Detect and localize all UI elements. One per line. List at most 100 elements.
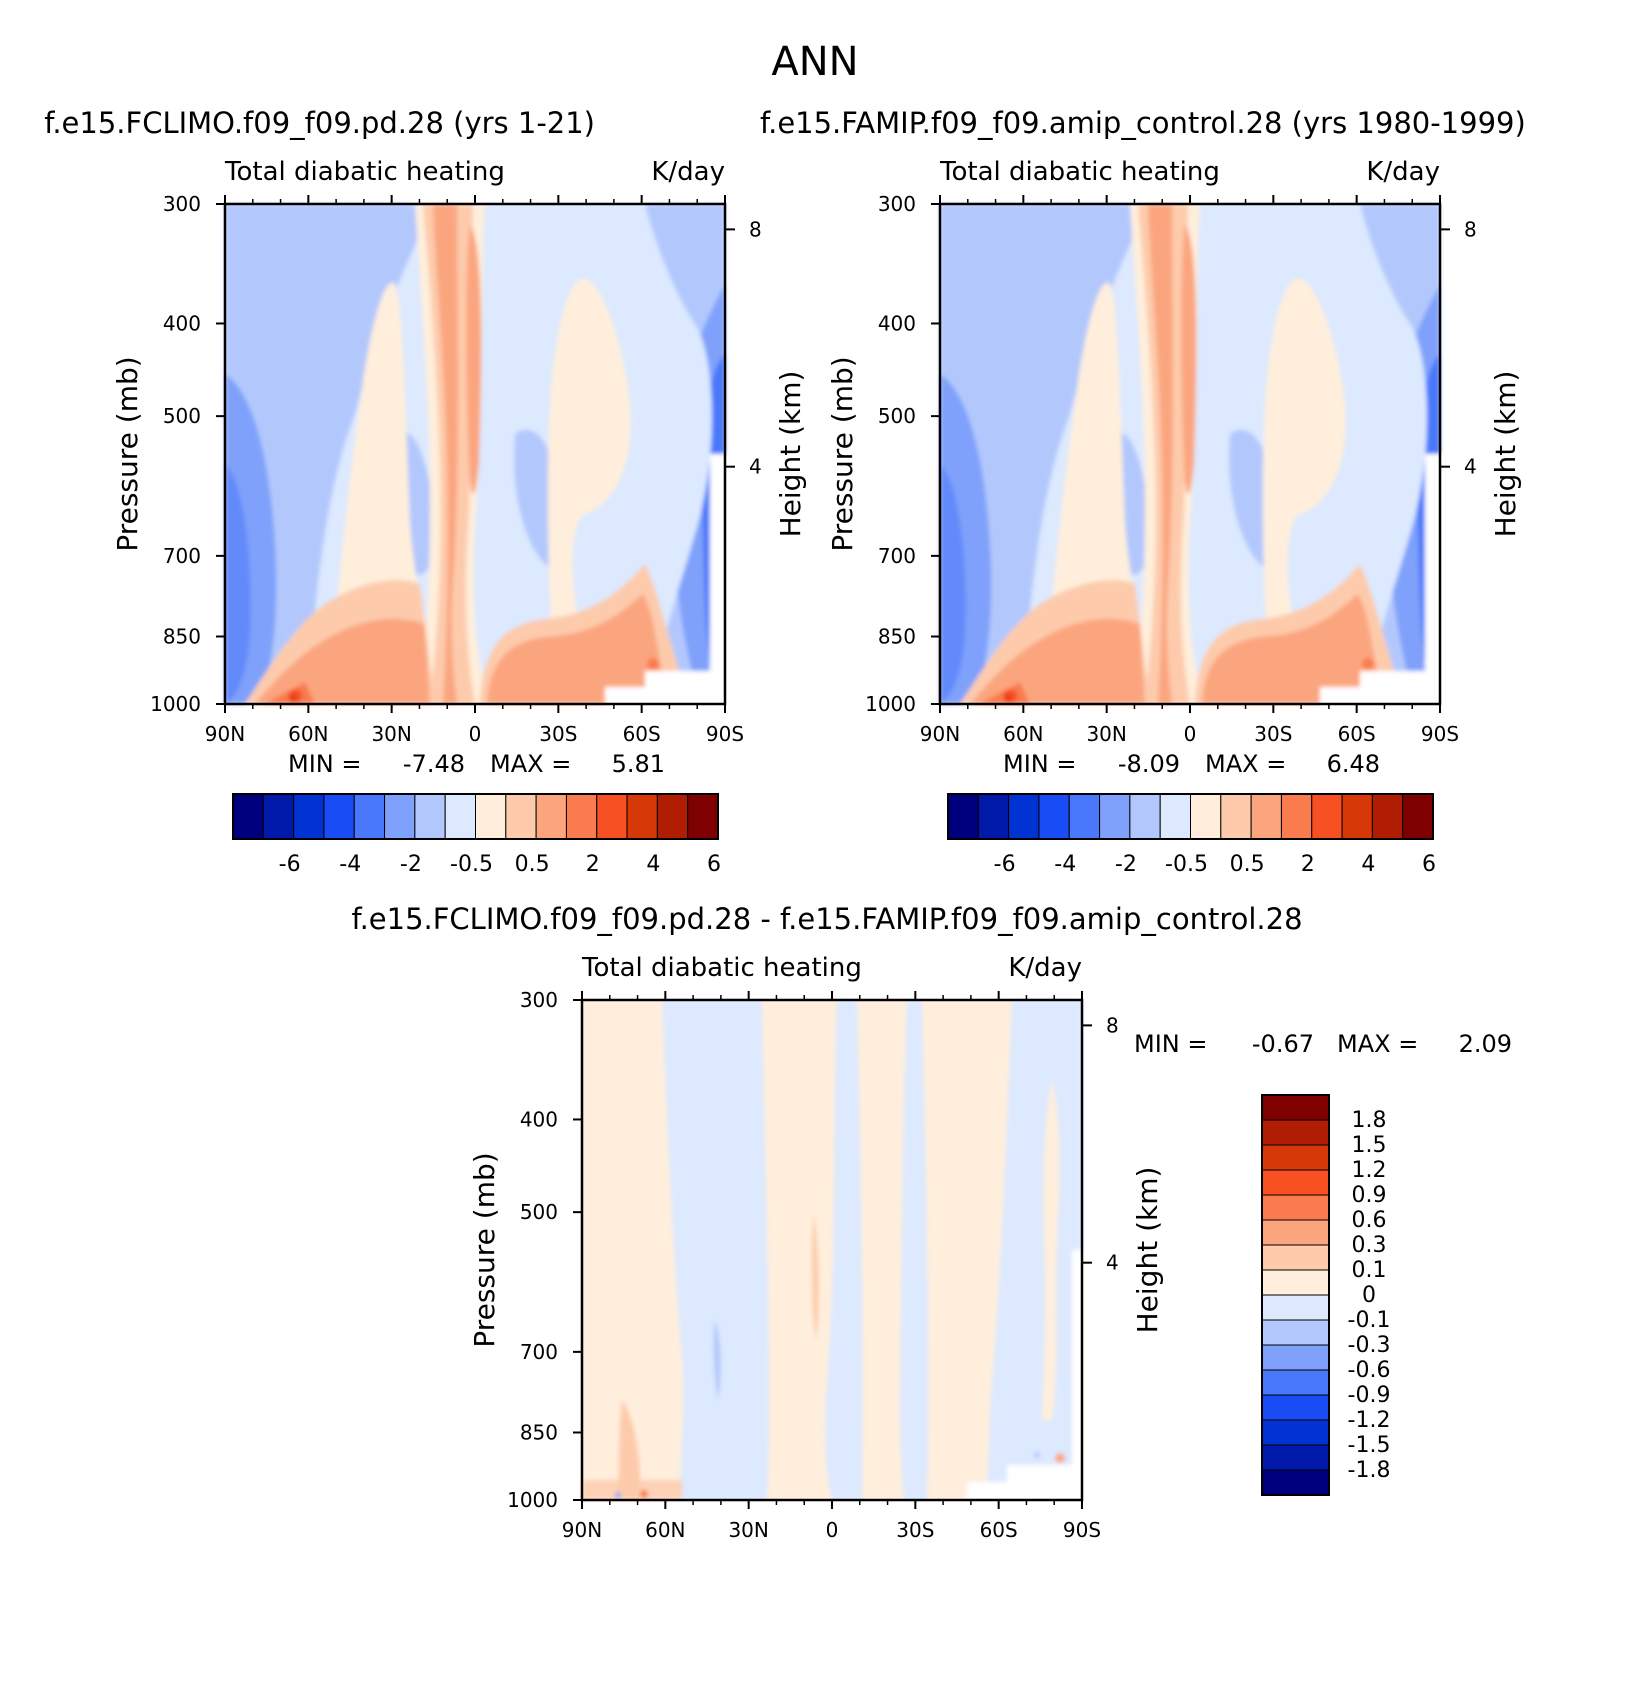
x-tick-label: 60S (1338, 722, 1376, 746)
colorbar-swatch (1159, 793, 1191, 840)
y-tick-label: 1000 (507, 1488, 558, 1512)
panel-1-case-title: f.e15.FCLIMO.f09_f09.pd.28 (yrs 1-21) (44, 106, 595, 140)
colorbar-label: -1.5 (1348, 1433, 1391, 1458)
colorbar-swatch (535, 793, 567, 840)
x-tick-label: 90S (1421, 722, 1459, 746)
colorbar-swatch (1311, 793, 1343, 840)
colorbar-swatch (1261, 1244, 1330, 1271)
y-tick-label: 500 (163, 404, 201, 428)
colorbar-swatch (1220, 793, 1252, 840)
colorbar-swatch (1261, 1394, 1330, 1421)
y-tick-label: 500 (878, 404, 916, 428)
colorbar-swatch (1261, 1194, 1330, 1221)
x-tick-label: 0 (469, 722, 482, 746)
colorbar-swatch (323, 793, 355, 840)
colorbar-label: -0.9 (1348, 1383, 1391, 1408)
colorbar-label: 4 (646, 852, 660, 877)
x-tick-label: 0 (826, 1518, 839, 1542)
panel-2-field (940, 204, 1440, 704)
colorbar-label: 2 (586, 852, 600, 877)
x-tick-label: 30N (371, 722, 411, 746)
colorbar-swatch (626, 793, 658, 840)
colorbar-label: -0.5 (450, 852, 493, 877)
height-tick-label: 8 (1464, 217, 1477, 241)
colorbar-swatch (1068, 793, 1101, 840)
panel-3-max-value: 2.09 (1459, 1030, 1512, 1058)
panel-2-colorbar: -6 -4 -2 -0.5 0.5 2 4 6 (947, 793, 1436, 877)
panel-3-min-value: -0.67 (1252, 1030, 1314, 1058)
x-tick-label: 90S (706, 722, 744, 746)
colorbar-swatch (687, 793, 719, 840)
panel-1-variable-label: Total diabatic heating (224, 157, 505, 187)
panel-1-ylabel-right: Height (km) (774, 371, 807, 538)
panel-3-case-title: f.e15.FCLIMO.f09_f09.pd.28 - f.e15.FAMIP… (351, 902, 1302, 936)
colorbar-label: 0.5 (1230, 852, 1265, 877)
x-tick-label: 60S (623, 722, 661, 746)
panel-2-max-label: MAX = (1205, 750, 1286, 778)
panel-3-max-label: MAX = (1337, 1030, 1418, 1058)
colorbar-swatch (1341, 793, 1373, 840)
colorbar-swatch (414, 793, 446, 840)
panel-3-ticks: 90N 60N 30N 0 30S 60S 90S 300 400 500 700 850 1000 8 4 (507, 988, 1119, 1542)
y-tick-label: 400 (878, 311, 916, 335)
panel-2-min-label: MIN = (1003, 750, 1076, 778)
y-tick-label: 300 (520, 988, 558, 1012)
panel-3-min-label: MIN = (1134, 1030, 1207, 1058)
colorbar-label: 1.2 (1352, 1158, 1387, 1183)
colorbar-frame (1261, 1094, 1330, 1496)
x-tick-label: 30N (728, 1518, 768, 1542)
x-tick-label: 30S (1254, 722, 1292, 746)
y-tick-label: 850 (163, 625, 201, 649)
x-tick-label: 30N (1086, 722, 1126, 746)
y-tick-label: 700 (878, 544, 916, 568)
colorbar-frame (232, 793, 719, 840)
panel-1-units-label: K/day (651, 157, 725, 187)
colorbar-label: 4 (1361, 852, 1375, 877)
panel-1-colorbar: -6 -4 -2 -0.5 0.5 2 4 6 (232, 793, 721, 877)
height-tick-label: 4 (1106, 1251, 1119, 1275)
colorbar-swatch (262, 793, 295, 840)
colorbar-label: -0.3 (1348, 1333, 1391, 1358)
colorbar-label: -6 (279, 852, 301, 877)
panel-2: f.e15.FAMIP.f09_f09.amip_control.28 (yrs… (760, 106, 1526, 877)
panel-2-ticks: 90N 60N 30N 0 30S 60S 90S 300 400 500 700 850 1000 8 4 (865, 192, 1477, 746)
colorbar-swatch (1008, 793, 1040, 840)
colorbar-label: -0.6 (1348, 1358, 1391, 1383)
colorbar-swatch (1038, 793, 1070, 840)
x-tick-label: 60N (645, 1518, 685, 1542)
colorbar-swatch (1402, 793, 1434, 840)
colorbar-swatch (565, 793, 598, 840)
panel-1-ticks: 90N 60N 30N 0 30S 60S 90S 300 400 500 700 850 1000 8 4 (150, 192, 762, 746)
colorbar-label: 0.1 (1352, 1258, 1387, 1283)
colorbar-label: 0.9 (1352, 1183, 1387, 1208)
panel-1-min-value: -7.48 (403, 750, 465, 778)
colorbar-label: 0.3 (1352, 1233, 1387, 1258)
colorbar-swatch (656, 793, 689, 840)
colorbar-label: 6 (1422, 852, 1436, 877)
colorbar-label: -0.1 (1348, 1308, 1391, 1333)
colorbar-swatch (977, 793, 1010, 840)
height-tick-label: 4 (749, 455, 762, 479)
colorbar-swatch (1099, 793, 1131, 840)
colorbar-swatch (1261, 1094, 1330, 1121)
y-tick-label: 850 (878, 625, 916, 649)
x-tick-label: 90N (562, 1518, 602, 1542)
panel-2-min-value: -8.09 (1118, 750, 1180, 778)
colorbar-frame (947, 793, 1434, 840)
colorbar-swatch (1280, 793, 1313, 840)
y-tick-label: 1000 (865, 692, 916, 716)
panel-2-case-title: f.e15.FAMIP.f09_f09.amip_control.28 (yrs… (760, 106, 1526, 140)
panel-1: f.e15.FCLIMO.f09_f09.pd.28 (yrs 1-21) To… (44, 106, 807, 877)
colorbar-label: 1.8 (1352, 1108, 1387, 1133)
panel-1-max-label: MAX = (490, 750, 571, 778)
panel-3-units-label: K/day (1008, 953, 1082, 983)
height-tick-label: 4 (1464, 455, 1477, 479)
panel-2-variable-label: Total diabatic heating (939, 157, 1220, 187)
figure-title: ANN (771, 39, 858, 85)
y-tick-label: 300 (163, 192, 201, 216)
colorbar-swatch (1261, 1469, 1330, 1496)
y-tick-label: 300 (878, 192, 916, 216)
x-tick-label: 90S (1063, 1518, 1101, 1542)
colorbar-label: -1.2 (1348, 1408, 1391, 1433)
panel-3-ylabel-right: Height (km) (1131, 1167, 1164, 1334)
